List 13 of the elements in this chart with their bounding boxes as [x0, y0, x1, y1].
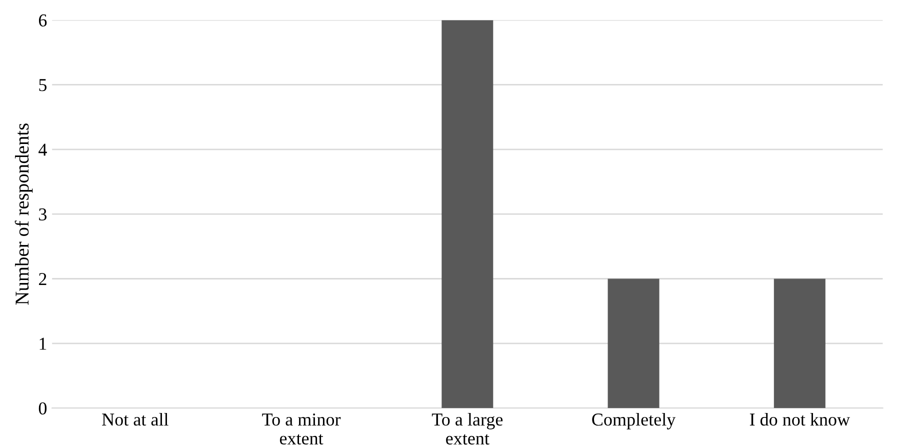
y-axis-title: Number of respondents — [14, 124, 33, 305]
y-tick-label: 0 — [38, 402, 47, 415]
x-tick-label: I do not know — [750, 412, 850, 426]
y-tick-label: 1 — [40, 338, 46, 350]
x-tick-label: Completely — [592, 412, 676, 430]
y-tick-label: 4 — [38, 144, 47, 156]
x-tick-label: Not at all — [102, 412, 168, 426]
y-tick-label: 2 — [38, 273, 46, 286]
y-tick-label: 5 — [39, 79, 47, 92]
x-tick-label: To a minor extent — [262, 414, 341, 445]
y-tick-label: 3 — [39, 208, 47, 221]
y-tick-label: 6 — [38, 14, 47, 27]
x-tick-label: To a large extent — [432, 412, 503, 445]
